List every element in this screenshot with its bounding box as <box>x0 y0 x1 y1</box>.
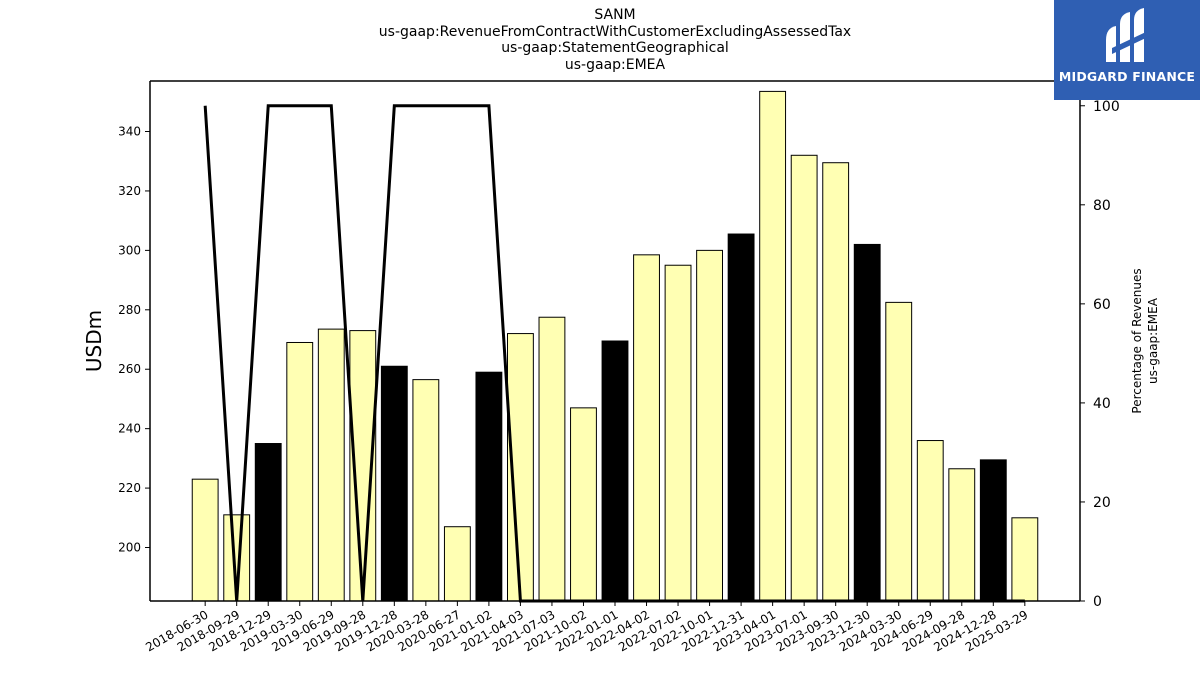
bar-2023-04-01 <box>759 90 787 602</box>
title-line-2: us-gaap:RevenueFromContractWithCustomerE… <box>378 23 852 40</box>
y2-tick-label: 60 <box>1093 297 1111 313</box>
bar-2022-07-02 <box>664 264 692 602</box>
bar-2019-06-29 <box>317 328 345 602</box>
bar-2024-09-28 <box>948 468 976 602</box>
y-tick-label: 260 <box>118 362 141 376</box>
y-tick-label: 240 <box>118 422 141 436</box>
chart-title: SANM us-gaap:RevenueFromContractWithCust… <box>150 7 1080 73</box>
y-axis-label: USDm <box>82 310 106 372</box>
y2-axis-label-line: Percentage of Revenues <box>1130 268 1144 413</box>
bar-2019-12-28 <box>380 365 408 602</box>
bar-2022-12-31 <box>727 233 755 602</box>
y-tick-label: 200 <box>118 541 141 555</box>
bar-2022-10-01 <box>696 249 724 602</box>
y2-tick-label: 80 <box>1093 198 1111 214</box>
title-line-1: SANM <box>594 7 636 23</box>
logo-text: MIDGARD FINANCE <box>1058 69 1196 84</box>
y-tick-label: 300 <box>118 243 141 257</box>
bar-2021-01-02 <box>475 371 503 602</box>
bar-2022-04-02 <box>633 254 660 602</box>
bar-2023-09-30 <box>822 162 850 602</box>
y-tick-label: 280 <box>118 303 141 317</box>
y2-tick-label: 0 <box>1093 594 1102 610</box>
bar-2025-03-29 <box>1011 517 1039 602</box>
bar-2022-01-01 <box>601 340 629 602</box>
y-tick-label: 320 <box>118 184 141 198</box>
bar-2023-12-30 <box>853 243 881 602</box>
bar-2021-10-02 <box>570 407 597 602</box>
bar-2023-07-01 <box>790 154 818 602</box>
bar-2024-06-29 <box>916 440 944 602</box>
bar-2020-06-27 <box>443 526 471 602</box>
title-line-4: us-gaap:EMEA <box>564 56 666 73</box>
y-tick-label: 220 <box>118 481 141 495</box>
bar-2018-12-29 <box>254 443 282 602</box>
y2-axis-label-line: us-gaap:EMEA <box>1146 297 1160 384</box>
bar-2024-03-30 <box>885 301 913 602</box>
bar-2021-07-03 <box>538 316 566 602</box>
y2-tick-label: 20 <box>1093 495 1111 511</box>
y-tick-label: 340 <box>118 125 141 139</box>
bar-2024-12-28 <box>979 459 1007 602</box>
title-line-3: us-gaap:StatementGeographical <box>501 40 729 56</box>
bar-2019-03-30 <box>286 341 314 602</box>
y2-tick-label: 40 <box>1093 396 1111 412</box>
bar-2020-03-28 <box>412 379 440 602</box>
y2-tick-label: 100 <box>1093 99 1120 115</box>
midgard-finance-logo: MIDGARD FINANCE <box>1054 0 1200 100</box>
midgard-logo-mark-icon <box>1106 8 1150 62</box>
bar-2018-06-30 <box>191 478 219 602</box>
